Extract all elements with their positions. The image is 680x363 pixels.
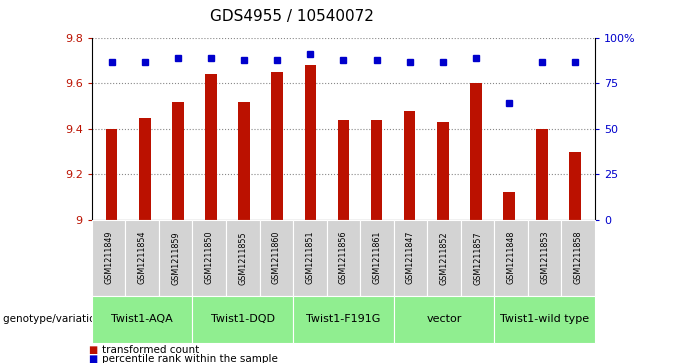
Text: GSM1211850: GSM1211850 (205, 231, 214, 285)
Bar (271, 72, 283, 220)
Bar (437, 122, 449, 220)
Text: GSM1211856: GSM1211856 (339, 231, 348, 285)
Text: GSM1211857: GSM1211857 (473, 231, 482, 285)
Text: GSM1211854: GSM1211854 (137, 231, 147, 285)
Text: GSM1211853: GSM1211853 (540, 231, 549, 285)
Bar (337, 120, 350, 220)
Bar (371, 120, 382, 220)
Bar (537, 129, 548, 220)
Text: ■: ■ (88, 344, 98, 355)
Bar (503, 192, 515, 220)
Text: GSM1211855: GSM1211855 (238, 231, 248, 285)
Text: GSM1211848: GSM1211848 (507, 231, 515, 285)
Bar (238, 102, 250, 220)
Text: GSM1211860: GSM1211860 (272, 231, 281, 285)
Text: genotype/variation  ▶: genotype/variation ▶ (3, 314, 117, 325)
Text: Twist1-AQA: Twist1-AQA (112, 314, 173, 325)
Bar (404, 111, 415, 220)
Bar (305, 65, 316, 220)
Text: ■: ■ (88, 354, 98, 363)
Text: vector: vector (426, 314, 462, 325)
Text: GDS4955 / 10540072: GDS4955 / 10540072 (211, 9, 374, 24)
Bar (172, 102, 184, 220)
Text: GSM1211847: GSM1211847 (406, 231, 415, 285)
Text: transformed count: transformed count (102, 344, 199, 355)
Text: percentile rank within the sample: percentile rank within the sample (102, 354, 278, 363)
Text: GSM1211851: GSM1211851 (305, 231, 314, 285)
Text: GSM1211861: GSM1211861 (373, 231, 381, 285)
Text: GSM1211852: GSM1211852 (439, 231, 449, 285)
Text: GSM1211858: GSM1211858 (574, 231, 583, 285)
Text: GSM1211849: GSM1211849 (104, 231, 113, 285)
Bar (470, 83, 481, 220)
Text: Twist1-DQD: Twist1-DQD (211, 314, 275, 325)
Bar (569, 151, 581, 220)
Text: Twist1-wild type: Twist1-wild type (500, 314, 590, 325)
Bar (106, 129, 118, 220)
Text: Twist1-F191G: Twist1-F191G (306, 314, 381, 325)
Bar (205, 74, 217, 220)
Text: GSM1211859: GSM1211859 (171, 231, 180, 285)
Bar (139, 118, 150, 220)
